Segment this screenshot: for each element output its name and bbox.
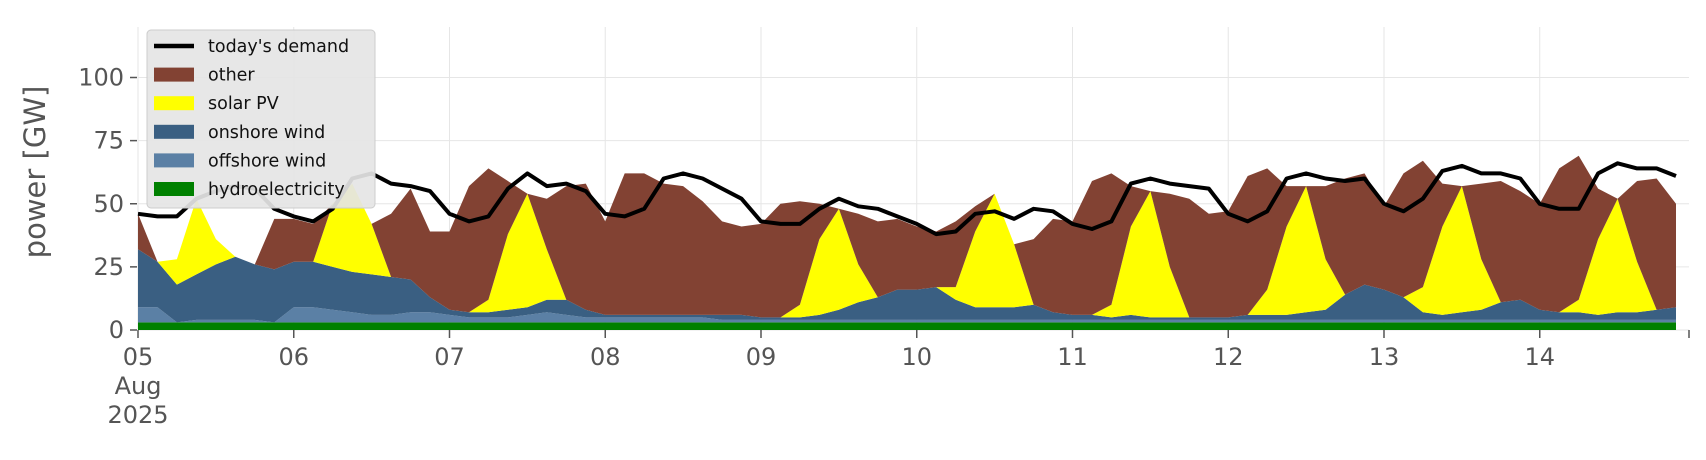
legend-label: today's demand [208,37,349,57]
legend-label: onshore wind [208,123,325,143]
other-area [138,155,1676,318]
x-tick-label: 11 [1057,343,1088,371]
x-tick-label: 05 [123,343,154,371]
solar-pv-area [138,183,1676,318]
legend-swatch [154,182,194,196]
legend-label: offshore wind [208,151,326,171]
legend-label: hydroelectricity [208,180,345,200]
legend-label: other [208,66,255,86]
x-tick-sublabel: 2025 [107,401,168,429]
offshore-wind-area [138,307,1676,323]
x-tick-label: 14 [1524,343,1555,371]
y-tick-label: 100 [78,64,124,92]
legend-swatch [154,67,194,82]
onshore-wind-area [138,249,1676,323]
x-tick-label: 12 [1213,343,1244,371]
x-tick-label: 08 [590,343,621,371]
legend: today's demand other solar PV onshore wind o… [146,29,376,209]
x-tick-sublabel: Aug [115,372,162,400]
legend-swatch [154,124,194,139]
legend-label: solar PV [208,94,279,114]
legend-box [146,29,376,209]
y-tick-label: 25 [93,253,124,281]
y-tick-label: 0 [109,316,124,344]
area-series [138,155,1676,330]
y-axis: 0 25 50 75 100 [78,64,137,344]
x-tick-label: 10 [901,343,932,371]
legend-swatch [154,153,194,168]
line-series [137,161,1677,237]
x-tick-label: 09 [746,343,777,371]
y-tick-label: 75 [93,127,124,155]
x-tick-label: 13 [1369,343,1400,371]
x-tick-label: 06 [278,343,309,371]
x-tick-label: 07 [434,343,465,371]
demand-line [137,161,1677,237]
y-tick-label: 50 [93,190,124,218]
hydroelectricity-area [138,322,1676,330]
y-axis-label: power [GW] [18,86,52,259]
legend-swatch [154,96,194,111]
